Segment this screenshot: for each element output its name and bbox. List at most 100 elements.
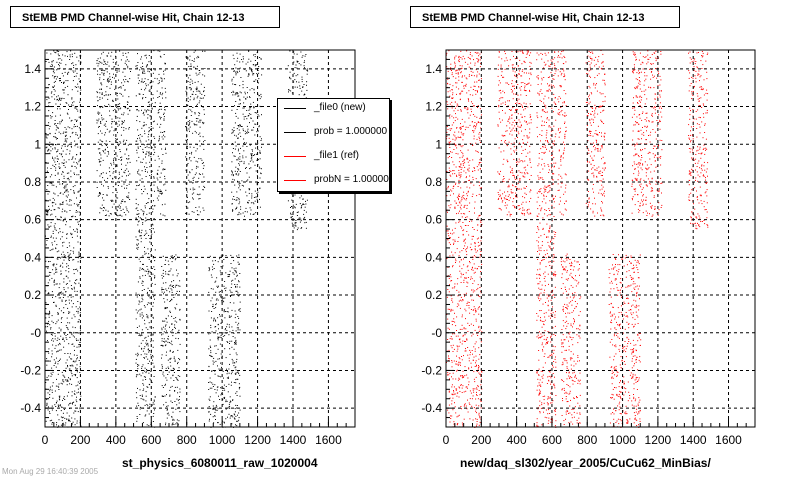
data-point [475, 251, 477, 253]
data-point [460, 384, 462, 386]
data-point [514, 71, 516, 73]
data-point [53, 302, 54, 303]
data-point [473, 356, 475, 358]
data-point [502, 135, 504, 137]
data-point [135, 236, 137, 238]
data-point [160, 108, 162, 110]
data-point [53, 265, 55, 267]
data-point [198, 177, 200, 179]
data-point [69, 402, 71, 404]
data-point [461, 343, 463, 345]
data-point [79, 136, 81, 138]
data-point [60, 310, 62, 312]
data-point [456, 103, 458, 105]
data-point [63, 187, 65, 189]
data-point [480, 89, 482, 91]
data-point [161, 344, 163, 346]
data-point [479, 159, 481, 161]
data-point [79, 214, 81, 216]
data-point [49, 182, 51, 184]
data-point [471, 220, 473, 222]
data-point [477, 250, 478, 252]
data-point [65, 275, 67, 277]
data-point [148, 271, 150, 273]
data-point [48, 352, 50, 354]
data-point [461, 274, 463, 276]
data-point [53, 94, 55, 96]
data-point [166, 321, 168, 323]
data-point [149, 175, 151, 176]
data-point [62, 163, 64, 164]
data-point [66, 131, 68, 133]
data-point [460, 276, 462, 278]
data-point [154, 190, 155, 192]
data-point [71, 402, 73, 404]
data-point [71, 89, 73, 91]
data-point [177, 349, 179, 351]
data-point [149, 384, 151, 386]
data-point [454, 239, 456, 241]
data-point [472, 71, 474, 73]
data-point [454, 135, 456, 137]
data-point [69, 150, 71, 152]
data-point [451, 324, 453, 326]
data-point [75, 64, 77, 66]
data-point [455, 222, 457, 224]
data-point [67, 252, 69, 254]
data-point [113, 168, 115, 170]
data-point [164, 136, 166, 138]
data-point [139, 309, 141, 311]
data-point [113, 161, 115, 163]
data-point [504, 53, 506, 55]
data-point [161, 148, 163, 150]
data-point [480, 114, 482, 116]
data-point [464, 403, 466, 405]
data-point [137, 310, 139, 312]
data-point [69, 199, 71, 200]
data-point [469, 262, 471, 264]
data-point [56, 69, 58, 71]
data-point [47, 409, 49, 411]
data-point [152, 327, 154, 329]
data-point [74, 410, 76, 412]
data-point [201, 162, 203, 164]
data-point [101, 69, 103, 71]
data-point [78, 254, 80, 256]
data-point [462, 125, 464, 127]
data-point [152, 333, 154, 335]
data-point [52, 86, 54, 88]
data-point [152, 127, 154, 129]
data-point [103, 72, 105, 74]
data-point [168, 368, 170, 369]
data-point [161, 385, 163, 387]
data-point [449, 274, 451, 276]
data-point [137, 364, 139, 365]
data-point [108, 80, 110, 82]
data-point [172, 422, 174, 424]
data-point [56, 126, 58, 128]
data-point [477, 217, 479, 219]
data-point [100, 154, 102, 156]
data-point [71, 119, 73, 121]
data-point [464, 245, 466, 247]
data-point [459, 299, 461, 301]
data-point [126, 59, 128, 61]
data-point [469, 187, 471, 189]
data-point [68, 204, 70, 206]
data-point [145, 252, 147, 254]
data-point [171, 402, 173, 403]
data-point [129, 199, 131, 200]
data-point [46, 330, 47, 332]
data-point [466, 254, 468, 256]
data-point [161, 327, 163, 329]
data-point [470, 392, 472, 394]
data-point [76, 354, 78, 356]
data-point [109, 175, 111, 177]
data-point [452, 76, 454, 78]
data-point [54, 76, 56, 78]
data-point [60, 257, 61, 259]
data-point [100, 69, 102, 71]
data-point [55, 129, 57, 131]
data-point [166, 413, 168, 415]
data-point [141, 314, 143, 316]
